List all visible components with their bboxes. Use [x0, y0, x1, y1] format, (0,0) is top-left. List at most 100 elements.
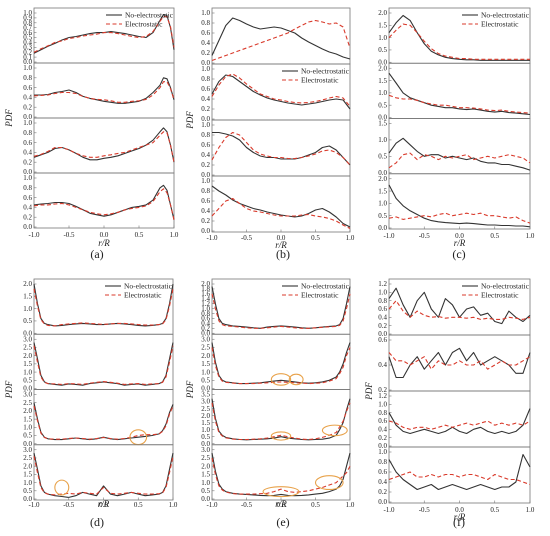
y-tick-label: 0.6 [201, 85, 210, 93]
y-tick-label: 1.2 [378, 280, 387, 288]
y-tick-label: 0.4 [201, 95, 210, 103]
series-electrostatic [388, 352, 531, 370]
y-tick-label: 0.8 [378, 458, 387, 466]
y-tick-label: 0.0 [23, 440, 32, 448]
y-tick-label: 2.0 [201, 352, 210, 360]
y-tick-label: 1.5 [23, 471, 32, 479]
y-tick-label: 0.0 [378, 330, 387, 338]
panel: 0.0 0.2 0.4 0.6 0.8 1.0 No-electrostaticElectr… [201, 63, 351, 123]
y-tick-label: 1.0 [378, 34, 387, 42]
y-tick-label: 0.0 [201, 59, 210, 67]
y-tick-label: 1.0 [23, 119, 32, 127]
panel-label: (e) [276, 515, 289, 529]
y-tick-label: 2.0 [23, 352, 32, 360]
x-tick-label: 0.0 [277, 501, 286, 509]
legend-label-no-electrostatic: No-electrostatic [125, 11, 174, 20]
series-electrostatic [33, 456, 174, 496]
y-tick-label: 0.0 [378, 442, 387, 450]
panel: 0.0 0.5 1.0 1.5 [378, 118, 531, 177]
y-tick-label: 0.6 [23, 29, 32, 37]
panel-frame [33, 62, 175, 119]
y-tick-label: 1.4 [201, 295, 210, 303]
panel: 0.0 0.2 0.4 0.6 0.8 1.0 [201, 119, 351, 179]
panel: 0.0 0.5 1.0 1.5 2.0 No-electrostaticElectrost… [378, 7, 531, 66]
y-tick-label: 0.6 [201, 141, 210, 149]
y-tick-label: 0.0 [23, 168, 32, 176]
panel: 0.00.20.40.60.81.01.2 [378, 390, 531, 450]
series-no-electrostatic [388, 14, 530, 61]
series-electrostatic [211, 197, 351, 229]
series-no-electrostatic [211, 342, 351, 385]
highlight-ellipse [314, 475, 344, 491]
y-tick-label: 0.6 [378, 417, 387, 425]
y-tick-label: 1.0 [378, 401, 387, 409]
x-axis-label: r/R [454, 512, 466, 522]
y-axis-label: PDF [185, 380, 195, 399]
panel-frame [33, 389, 174, 446]
panel-frame [388, 173, 531, 230]
panel: 0.0 0.2 0.4 0.6 0.8 1.0 [378, 446, 531, 506]
y-tick-label: 0.2 [201, 325, 210, 333]
y-tick-label: 2.0 [23, 407, 32, 415]
x-tick-label: 0.5 [134, 501, 143, 509]
y-tick-label: 0.0 [201, 329, 210, 337]
panel: 0.0 0.5 1.0 1.5 2.0 No-electrostaticElectrost… [23, 278, 174, 337]
series-no-electrostatic [33, 452, 174, 498]
y-tick-label: 1.5 [201, 419, 210, 427]
series-electrostatic [388, 471, 531, 486]
y-tick-label: 0.5 [378, 212, 387, 220]
y-tick-label: 0.6 [23, 84, 32, 92]
legend-label-electrostatic: Electrostatic [481, 20, 519, 29]
series-electrostatic [211, 73, 351, 107]
y-tick-label: 1.0 [201, 9, 210, 17]
panel-frame [33, 117, 175, 174]
y-tick-label: 0.6 [378, 336, 387, 344]
panel: 0.0 0.2 0.4 0.6 0.8 1.0 [201, 7, 351, 67]
x-tick-label: -1.0 [28, 501, 40, 509]
y-tick-label: 0.4 [23, 204, 32, 212]
panel-frame [388, 446, 531, 504]
y-tick-label: 1.0 [378, 200, 387, 208]
series-electrostatic [33, 345, 174, 385]
series-no-electrostatic [388, 72, 531, 116]
y-tick-label: 0.5 [23, 34, 32, 42]
y-tick-label: 0.4 [23, 39, 32, 47]
y-tick-label: 0.0 [23, 58, 32, 66]
legend-label-no-electrostatic: No-electrostatic [124, 282, 173, 291]
series-electrostatic [211, 131, 351, 166]
y-tick-label: 2.0 [23, 462, 32, 470]
y-tick-label: 0.8 [378, 409, 387, 417]
panel: 0.00.51.01.52.02.53.0 [201, 333, 351, 393]
panel: 0.00.20.40.60.81.01.21.41.61.82.0 No-elec… [201, 278, 351, 337]
y-tick-label: 1.0 [23, 9, 32, 17]
y-tick-label: 0.4 [23, 149, 32, 157]
highlight-ellipse [270, 431, 292, 441]
y-tick-label: 1.2 [378, 392, 387, 400]
x-tick-label: 1.0 [526, 506, 535, 514]
y-tick-label: 1.5 [23, 360, 32, 368]
x-tick-label: 0.0 [455, 506, 464, 514]
y-tick-label: 1.0 [23, 64, 32, 72]
y-tick-label: 0.4 [378, 426, 387, 434]
legend-label-electrostatic: Electrostatic [301, 291, 339, 300]
series-no-electrostatic [33, 402, 174, 441]
chart-d: 0.00.51.01.52.0 No-electrostaticElectrost… [4, 278, 178, 529]
y-tick-label: 0.2 [378, 488, 387, 496]
x-tick-label: -1.0 [383, 232, 395, 240]
y-tick-label: 2.0 [201, 412, 210, 420]
y-tick-label: 0.5 [201, 433, 210, 441]
chart-b: 0.00.20.40.60.81.00.00.20.40.60.81.0 No-e… [185, 7, 355, 261]
y-tick-label: 0.7 [23, 24, 32, 32]
x-tick-label: -1.0 [383, 506, 395, 514]
panel-frame [388, 62, 531, 119]
y-tick-label: 0.2 [201, 217, 210, 225]
panel: 0.00.51.01.52.02.53.0 [23, 333, 174, 393]
legend-label-no-electrostatic: No-electrostatic [481, 11, 530, 20]
y-tick-label: 1.0 [378, 448, 387, 456]
series-no-electrostatic [211, 17, 351, 60]
y-tick-label: 0.2 [201, 105, 210, 113]
legend-label-electrostatic: Electrostatic [125, 20, 163, 29]
panel-frame [33, 444, 174, 501]
